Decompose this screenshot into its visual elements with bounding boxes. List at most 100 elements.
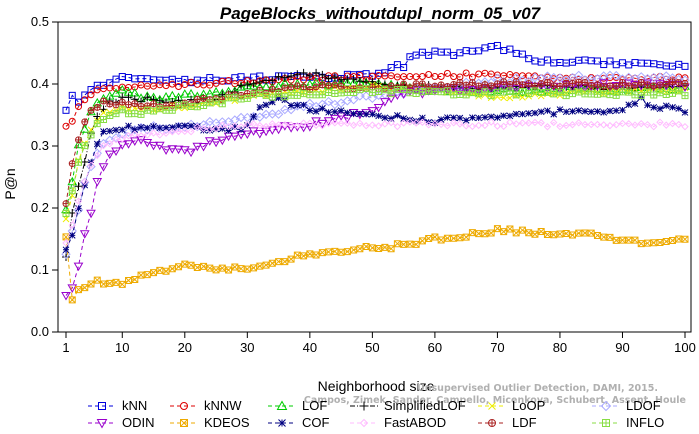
point-LDF xyxy=(593,81,601,89)
point-COF xyxy=(444,114,451,121)
point-KDEOS xyxy=(106,279,114,287)
point-LOF xyxy=(73,139,84,149)
point-KDEOS xyxy=(418,237,426,245)
point-kNN xyxy=(400,64,408,72)
legend-label: kNNW xyxy=(204,398,242,413)
point-LDOF xyxy=(173,121,184,132)
point-ODIN xyxy=(98,163,109,172)
point-LDF xyxy=(581,79,589,86)
point-SimplifiedLOF xyxy=(280,73,289,82)
point-LoOP xyxy=(506,94,514,102)
point-FastABOD xyxy=(668,119,677,128)
point-LDF xyxy=(368,83,376,91)
x-tick-label: 1 xyxy=(62,340,69,355)
point-KDEOS xyxy=(337,248,345,256)
point-LDF xyxy=(643,81,651,89)
point-ODIN xyxy=(373,104,384,113)
point-KDEOS xyxy=(593,231,601,239)
point-COF xyxy=(631,100,639,108)
point-KDEOS xyxy=(506,225,514,233)
point-LDOF xyxy=(661,71,671,81)
x-tick-label: 50 xyxy=(365,340,379,355)
legend-marker xyxy=(602,419,610,427)
point-LDF xyxy=(475,82,483,90)
point-COF xyxy=(669,103,676,111)
point-LDOF xyxy=(605,70,615,81)
point-COF xyxy=(675,105,683,112)
point-COF xyxy=(562,108,570,116)
legend-item-COF: COF xyxy=(268,415,330,430)
point-KDEOS xyxy=(75,286,83,294)
point-COF xyxy=(400,115,407,122)
point-COF xyxy=(650,104,658,111)
point-LDOF xyxy=(98,138,109,149)
point-FastABOD xyxy=(324,119,333,127)
point-LDOF xyxy=(624,72,634,83)
point-COF xyxy=(537,108,545,116)
point-LDF xyxy=(606,82,614,90)
point-FastABOD xyxy=(506,118,514,126)
point-KDEOS xyxy=(668,236,676,244)
point-KDEOS xyxy=(531,230,539,238)
point-KDEOS xyxy=(575,229,583,237)
point-SimplifiedLOF xyxy=(249,79,258,88)
point-LDOF xyxy=(136,122,146,133)
point-FastABOD xyxy=(568,121,577,129)
plot-frame xyxy=(57,21,692,333)
x-tick-label: 30 xyxy=(240,340,254,355)
legend-label: FastABOD xyxy=(384,415,446,430)
legend-item-kNNW: kNNW xyxy=(170,398,242,413)
point-COF xyxy=(337,107,345,115)
point-ODIN xyxy=(254,130,265,139)
point-COF xyxy=(594,107,601,115)
point-COF xyxy=(143,124,151,132)
point-COF xyxy=(531,109,539,117)
point-FastABOD xyxy=(493,122,502,130)
point-KDEOS xyxy=(481,230,489,238)
point-COF xyxy=(275,94,282,102)
point-FastABOD xyxy=(181,127,189,136)
point-INFLO xyxy=(112,110,120,118)
point-COF xyxy=(131,126,139,133)
point-COF xyxy=(331,108,339,116)
point-LDF xyxy=(112,101,120,109)
point-FastABOD xyxy=(274,121,283,129)
point-kNNW xyxy=(162,82,170,90)
point-INFLO xyxy=(62,209,70,217)
point-LOF xyxy=(248,81,259,90)
point-KDEOS xyxy=(287,255,295,263)
point-FastABOD xyxy=(518,119,527,127)
point-FastABOD xyxy=(237,123,245,131)
point-ODIN xyxy=(154,141,165,151)
point-LDF xyxy=(456,78,464,86)
point-INFLO xyxy=(200,101,208,109)
point-KDEOS xyxy=(93,276,101,284)
legend-marker xyxy=(488,419,497,427)
point-COF xyxy=(212,125,220,133)
point-LDF xyxy=(281,84,289,92)
point-FastABOD xyxy=(168,128,177,136)
point-COF xyxy=(556,106,564,113)
point-ODIN xyxy=(198,143,209,152)
point-LDF xyxy=(681,80,689,87)
point-kNNW xyxy=(81,96,89,104)
legend-label: LDF xyxy=(512,415,537,430)
point-COF xyxy=(162,124,170,132)
legend-item-FastABOD: FastABOD xyxy=(350,415,446,430)
point-FastABOD xyxy=(456,120,464,128)
point-LDF xyxy=(537,80,545,88)
point-COF xyxy=(118,126,126,134)
point-KDEOS xyxy=(312,251,320,259)
point-LOF xyxy=(79,124,90,133)
point-LOF xyxy=(179,89,190,98)
point-LDOF xyxy=(367,93,378,104)
point-kNN xyxy=(75,98,83,106)
point-COF xyxy=(387,115,395,122)
point-SimplifiedLOF xyxy=(255,77,264,86)
point-FastABOD xyxy=(406,118,414,126)
point-KDEOS xyxy=(356,245,364,253)
point-FastABOD xyxy=(243,121,252,129)
y-tick-label: 0.5 xyxy=(31,14,49,29)
point-COF xyxy=(569,108,576,115)
point-FastABOD xyxy=(387,118,395,127)
